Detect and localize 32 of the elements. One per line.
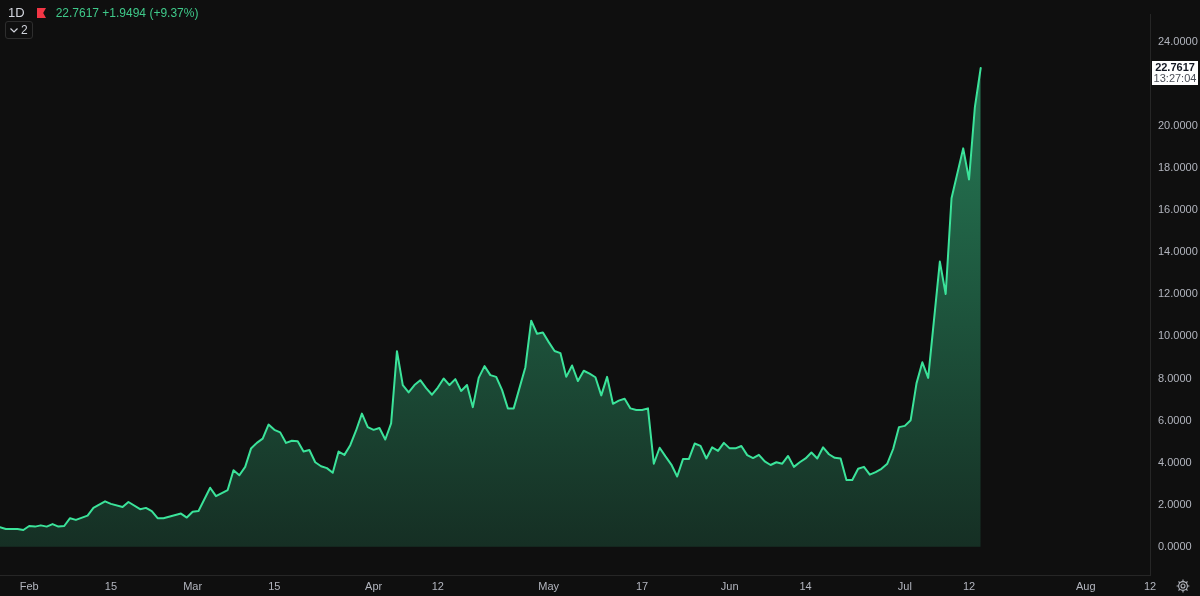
y-tick-label: 24.0000: [1158, 34, 1198, 47]
toggle-button: 2: [5, 21, 33, 39]
y-tick-label: 12.0000: [1158, 287, 1198, 300]
x-tick-label: May: [538, 579, 560, 592]
y-tick-label: 6.0000: [1158, 413, 1192, 426]
y-tick-label: 20.0000: [1158, 119, 1198, 132]
y-tick-label: 2.0000: [1158, 497, 1192, 510]
x-tick-label: 15: [104, 579, 118, 592]
x-tick-label: Feb: [19, 579, 39, 592]
text: 22.7617: [1155, 61, 1195, 74]
x-tick-label: 14: [799, 579, 812, 592]
x-tick-label: 12: [431, 579, 444, 592]
y-tick-label: 0.0000: [1158, 539, 1192, 552]
text: 13:27:04: [1153, 71, 1197, 84]
x-tick-label: 12: [1143, 579, 1157, 592]
chart-title: 1D: [8, 5, 25, 20]
x-tick-label: 15: [268, 579, 281, 592]
x-tick-label: Jun: [720, 579, 739, 592]
y-tick-label: 8.0000: [1158, 371, 1192, 384]
y-tick-label: 10.0000: [1158, 329, 1198, 342]
annotation: 2: [21, 23, 28, 37]
x-tick-label: Aug: [1076, 579, 1096, 592]
y-tick-label: 14.0000: [1158, 245, 1198, 258]
y-tick-label: 18.0000: [1158, 161, 1198, 174]
x-tick-label: 17: [636, 579, 649, 592]
x-tick-label: Jul: [897, 579, 912, 592]
x-tick-label: Apr: [365, 579, 383, 592]
x-tick-label: Mar: [183, 579, 203, 592]
chart-subtitle: 22.7617 +1.9494 (+9.37%): [55, 5, 199, 20]
y-tick-label: 16.0000: [1158, 203, 1198, 216]
y-tick-label: 4.0000: [1158, 455, 1192, 468]
x-tick-label: 12: [962, 579, 976, 592]
